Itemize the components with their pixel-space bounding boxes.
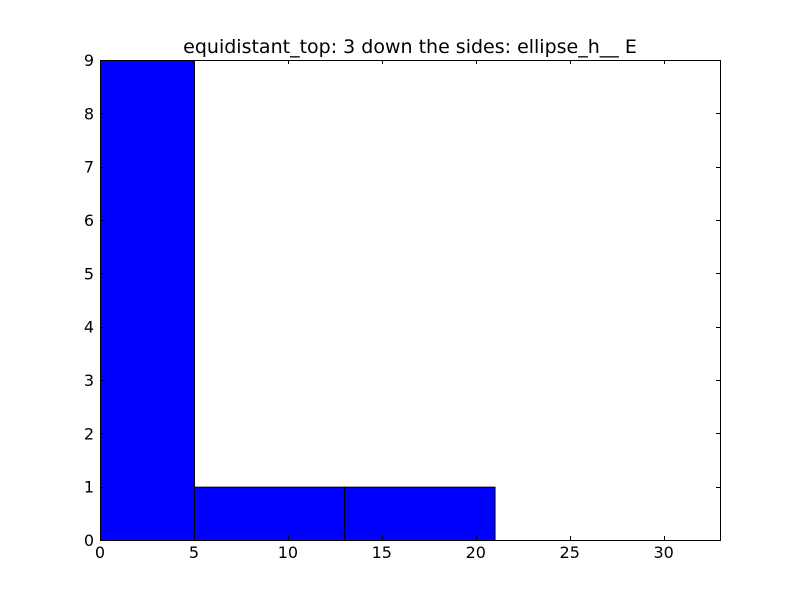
x-tick-label: 25	[560, 543, 580, 562]
bars-layer	[100, 60, 496, 541]
ticks-layer: 0 5 10 15 20 25 30 0 1 2 3 4 5 6 7 8 9	[84, 51, 720, 562]
y-tick-label: 8	[84, 104, 94, 123]
bar-1	[193, 486, 346, 541]
x-tick-label: 0	[95, 543, 105, 562]
chart-title: equidistant_top: 3 down the sides: ellip…	[183, 36, 637, 58]
x-tick-label: 15	[372, 543, 392, 562]
y-tick-label: 4	[84, 318, 94, 337]
x-tick-label: 30	[653, 543, 673, 562]
y-tick-label: 5	[84, 264, 94, 283]
y-tick-label: 3	[84, 371, 94, 390]
x-tick-label: 5	[189, 543, 199, 562]
y-tick-label: 7	[84, 158, 94, 177]
x-tick-label: 10	[278, 543, 298, 562]
bar-0	[100, 60, 195, 541]
plot-frame	[100, 60, 721, 541]
y-tick-label: 6	[84, 211, 94, 230]
y-tick-label: 0	[84, 531, 94, 550]
y-tick-label: 2	[84, 424, 94, 443]
x-tick-label: 20	[466, 543, 486, 562]
y-tick-label: 9	[84, 51, 94, 70]
y-tick-label: 1	[84, 478, 94, 497]
bar-2	[344, 486, 496, 541]
